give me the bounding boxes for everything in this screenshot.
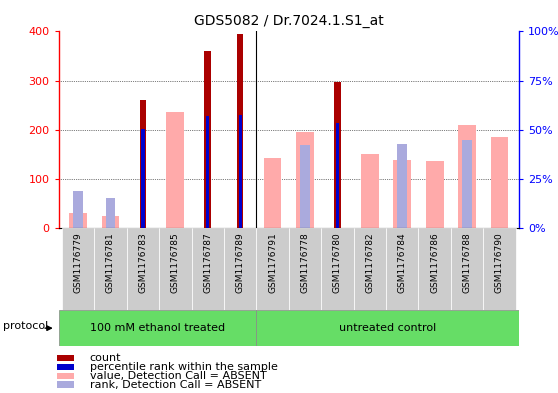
Bar [62,228,94,310]
Bar [224,228,256,310]
Bar [263,158,281,228]
Bar [334,82,340,228]
Bar [300,145,310,228]
Bar [354,228,386,310]
Bar [57,382,74,388]
Bar [206,116,209,228]
Bar [336,123,339,228]
Text: untreated control: untreated control [339,323,436,333]
Bar [94,228,127,310]
Text: GSM1176779: GSM1176779 [74,232,83,293]
Bar [57,373,74,379]
Text: GSM1176784: GSM1176784 [398,232,407,293]
Bar [166,112,184,228]
Text: value, Detection Call = ABSENT: value, Detection Call = ABSENT [90,371,267,381]
Bar [57,364,74,370]
Text: percentile rank within the sample: percentile rank within the sample [90,362,278,372]
Text: rank, Detection Call = ABSENT: rank, Detection Call = ABSENT [90,380,261,389]
Text: GSM1176785: GSM1176785 [171,232,180,293]
Bar [397,144,407,228]
Bar [59,310,256,346]
Bar [289,228,321,310]
Bar [256,228,289,310]
Bar [127,228,159,310]
Bar [490,137,508,228]
Bar [105,198,116,228]
Bar [256,310,519,346]
Bar [141,129,145,228]
Bar [69,213,87,228]
Bar [321,228,354,310]
Text: protocol: protocol [3,321,48,331]
Bar [159,228,191,310]
Bar [462,141,472,228]
Bar [237,34,243,228]
Text: GSM1176778: GSM1176778 [300,232,310,293]
Title: GDS5082 / Dr.7024.1.S1_at: GDS5082 / Dr.7024.1.S1_at [194,14,384,28]
Bar [418,228,451,310]
Bar [393,160,411,228]
Bar [191,228,224,310]
Text: GSM1176791: GSM1176791 [268,232,277,293]
Text: GSM1176786: GSM1176786 [430,232,439,293]
Text: GSM1176790: GSM1176790 [495,232,504,293]
Bar [204,51,211,228]
Bar [483,228,516,310]
Bar [57,355,74,361]
Bar [238,115,242,228]
Bar [458,125,476,228]
Text: GSM1176782: GSM1176782 [365,232,374,293]
Text: 100 mM ethanol treated: 100 mM ethanol treated [90,323,225,333]
Text: count: count [90,353,122,363]
Text: GSM1176787: GSM1176787 [203,232,212,293]
Bar [451,228,483,310]
Bar [140,100,146,228]
Text: GSM1176780: GSM1176780 [333,232,342,293]
Bar [296,132,314,228]
Bar [386,228,418,310]
Bar [426,161,444,228]
Text: GSM1176788: GSM1176788 [463,232,472,293]
Text: GSM1176789: GSM1176789 [235,232,244,293]
Bar [361,154,379,228]
Text: GSM1176783: GSM1176783 [138,232,147,293]
Bar [73,191,83,228]
Bar [102,216,119,228]
Text: GSM1176781: GSM1176781 [106,232,115,293]
